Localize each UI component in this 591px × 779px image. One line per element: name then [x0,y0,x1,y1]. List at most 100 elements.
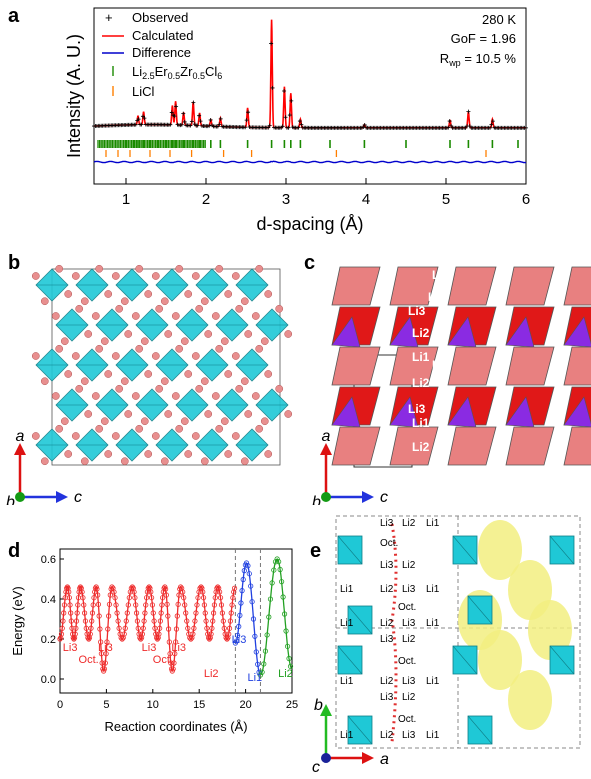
site-label-e: Li2 [402,560,416,571]
energy-point [279,579,285,585]
axis-a-label-e: a [380,751,389,768]
site-label-e: Oct. [398,656,416,667]
chlorine-atom [124,410,133,418]
observed-point [174,104,179,109]
energy-point [106,613,112,619]
chlorine-atom [95,424,104,433]
chlorine-atom [180,417,189,426]
energy-point [211,602,218,608]
panel-label-c: c [304,252,315,274]
panel-label-a: a [8,5,20,27]
site-label-e: Li1 [340,730,354,741]
energy-point [97,626,103,632]
observed-point [142,116,147,121]
chlorine-atom [135,424,144,433]
li3-polyhedron [447,396,477,428]
li-polyhedron [447,426,497,466]
chlorine-atom [144,290,153,298]
chlorine-atom [91,312,100,320]
x-tick-label-d: 25 [286,699,298,711]
chlorine-atom [160,377,169,386]
axis-a-head-c [320,443,332,455]
site-label-e: Li2 [402,634,416,645]
observed-point [198,119,203,124]
axis-c-label-e: c [312,759,320,774]
chlorine-atom [200,457,209,466]
chlorine-atom [284,330,293,338]
axis-c-head-b [56,491,68,503]
energy-point [160,595,166,601]
chlorine-atom [151,272,160,280]
energy-point [137,635,143,641]
legend-observed-marker: + [105,10,113,25]
energy-point [249,599,255,605]
energy-chart: d 0 5 10 15 20 25 0.0 0.2 0.4 0.6 Li3 Li3 Li3 Li3 Li3… [8,540,298,734]
energy-point [253,649,259,655]
energy-point [246,571,252,577]
li3-polyhedron [563,316,591,348]
site-label-c: Li2 [432,268,450,282]
site-label-e: Li1 [426,618,440,629]
y-tick-label-d: 0.4 [41,594,56,606]
observed-point [191,100,196,105]
energy-point [125,602,131,608]
panel-c: c Li2 Li1 Li3 Li2 Li1 Li3 Li2 Li3 Li1 Li2 Li1 a c … [300,245,591,511]
energy-point [168,660,174,666]
energy-point [208,631,214,637]
chlorine-atom [71,272,80,280]
panel-d: d 0 5 10 15 20 25 0.0 0.2 0.4 0.6 Li3 Li3 Li3 Li3 Li3… [0,535,300,774]
chlorine-atom [255,264,264,273]
structure-drawing-b [31,264,293,466]
energy-point [138,636,144,642]
energy-point [223,635,229,641]
energy-point [235,632,241,638]
observed-point [447,119,452,124]
energy-point [111,589,117,595]
density-isosurface [478,520,522,580]
energy-point [140,625,146,631]
chlorine-atom [111,352,120,360]
axes-triad-c: a c b [312,428,388,511]
energy-point [127,589,133,595]
observed-point [287,113,292,118]
phase1-ticks [97,140,519,148]
energy-annotation: Li2 [278,668,293,680]
x-tick-label-a: 4 [362,191,370,208]
energy-point [68,610,74,616]
energy-annotation: Li1 [247,672,262,684]
energy-point [231,585,238,591]
observed-point [195,123,200,128]
energy-point [154,635,160,641]
chlorine-atom [51,312,60,320]
chlorine-atom [220,337,229,346]
energy-point [74,610,80,616]
energy-point [195,595,201,601]
energy-point [276,559,282,565]
site-label-e: Li2 [380,584,394,595]
chlorine-atom [215,264,224,273]
chlorine-atom [140,417,149,426]
energy-point [193,610,199,616]
energy-point [283,628,289,634]
x-axis-ticks-a: 1 2 3 4 5 6 [122,178,530,208]
chlorine-atom [71,432,80,440]
site-label-c: Li1 [412,464,430,478]
li3-polyhedron [505,396,535,428]
energy-point [267,596,274,602]
energy-point [150,610,156,616]
structure-drawing-c [331,266,591,468]
energy-point [166,639,172,645]
chlorine-atom [151,432,160,440]
site-label-e: Li1 [426,676,440,687]
energy-point [212,595,218,601]
energy-point [153,631,159,637]
energy-point [240,576,246,583]
energy-point [217,589,223,595]
li3-polyhedron [331,316,361,348]
li-polyhedron [389,266,439,306]
chlorine-atom [131,312,140,320]
chlorine-atom [120,297,129,306]
chlorine-atom [75,304,84,313]
site-label-e: Li3 [402,584,416,595]
energy-point [227,618,233,624]
